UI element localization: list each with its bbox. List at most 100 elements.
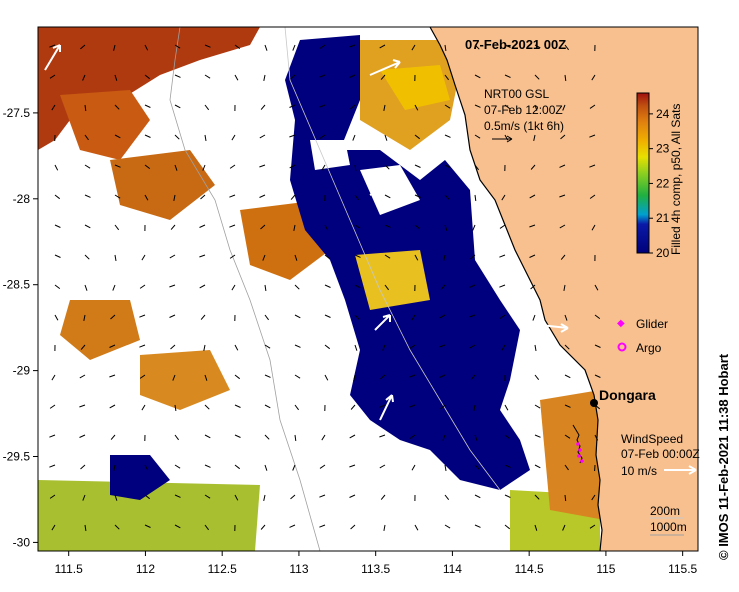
current-vector bbox=[474, 494, 481, 499]
current-vector bbox=[530, 164, 536, 170]
colorbar-tick-label: 22 bbox=[656, 176, 670, 190]
current-vector bbox=[204, 134, 207, 141]
x-tick-label: 112.5 bbox=[208, 562, 237, 576]
current-vector bbox=[469, 284, 476, 288]
current-vector bbox=[591, 224, 596, 231]
current-vector bbox=[231, 134, 236, 141]
current-vector bbox=[384, 134, 388, 141]
current-vector bbox=[294, 284, 300, 290]
current-vector bbox=[499, 254, 506, 258]
current-vector bbox=[51, 104, 56, 111]
current-vector bbox=[589, 524, 596, 529]
glider-track bbox=[572, 424, 584, 464]
current-vector bbox=[260, 104, 266, 110]
x-tick-label: 113 bbox=[289, 562, 308, 576]
current-vector bbox=[534, 434, 541, 438]
isobath-200m-label: 200m bbox=[650, 504, 680, 518]
current-vector bbox=[384, 224, 391, 228]
current-vector bbox=[234, 374, 241, 380]
current-vector bbox=[594, 434, 599, 441]
current-vector bbox=[439, 344, 446, 348]
current-vector bbox=[350, 524, 356, 530]
current-vector bbox=[141, 254, 146, 261]
current-vector bbox=[353, 374, 356, 382]
current-vector bbox=[349, 74, 356, 78]
wind-legend: WindSpeed 07-Feb 00:00Z 10 m/s bbox=[621, 432, 700, 478]
current-vector bbox=[534, 104, 538, 111]
current-vector bbox=[564, 404, 571, 408]
current-vector bbox=[84, 224, 91, 229]
current-vector bbox=[174, 524, 181, 529]
current-vector bbox=[439, 314, 446, 319]
current-vector bbox=[234, 464, 241, 470]
current-vector bbox=[114, 164, 121, 168]
current-vector bbox=[114, 134, 121, 139]
current-vector bbox=[264, 344, 271, 349]
current-vector bbox=[49, 494, 56, 499]
current-vector bbox=[82, 494, 86, 501]
current-vector bbox=[49, 74, 56, 79]
current-vector bbox=[144, 74, 151, 80]
current-vector bbox=[144, 524, 151, 528]
current-vector bbox=[534, 344, 537, 351]
current-vector bbox=[354, 164, 357, 171]
current-vector bbox=[414, 164, 421, 168]
current-vector bbox=[169, 284, 176, 288]
current-vector bbox=[290, 74, 296, 80]
current-vector bbox=[499, 314, 506, 319]
current-vector bbox=[319, 104, 326, 108]
current-vector bbox=[594, 284, 599, 291]
current-vector bbox=[204, 374, 208, 381]
y-tick-label: -29.5 bbox=[3, 450, 31, 464]
colorbar-label: Filled 4h comp, p50, All Sats bbox=[669, 104, 683, 255]
current-vector bbox=[203, 344, 206, 351]
current-vector bbox=[354, 224, 361, 229]
current-vector bbox=[292, 44, 296, 51]
current-scale-arrow bbox=[492, 135, 513, 143]
current-vector bbox=[380, 494, 386, 500]
current-vector bbox=[534, 494, 540, 500]
current-vector bbox=[349, 464, 356, 468]
current-vector bbox=[444, 164, 451, 169]
current-vector bbox=[199, 254, 206, 258]
current-vector bbox=[380, 74, 386, 80]
current-vector bbox=[563, 284, 566, 291]
current-vector bbox=[263, 494, 266, 502]
current-vector bbox=[564, 44, 569, 51]
current-legend: NRT00 GSL 07-Feb 12:00Z 0.5m/s (1kt 6h) bbox=[484, 87, 564, 143]
current-vector bbox=[144, 164, 151, 169]
current-vector bbox=[352, 134, 356, 141]
current-vector bbox=[354, 194, 359, 201]
current-vector bbox=[534, 464, 541, 469]
current-vector bbox=[204, 44, 211, 48]
current-vector bbox=[169, 314, 176, 318]
current-vector bbox=[234, 74, 239, 81]
wind-legend-time: 07-Feb 00:00Z bbox=[621, 447, 700, 461]
glider-symbol-icon: ◆ bbox=[617, 318, 625, 329]
current-vector bbox=[202, 164, 206, 171]
current-vector bbox=[112, 284, 116, 291]
current-vector bbox=[414, 134, 421, 140]
current-vector bbox=[294, 434, 297, 441]
current-vector bbox=[173, 194, 176, 201]
current-vector bbox=[439, 374, 446, 378]
current-vector bbox=[529, 224, 536, 228]
current-vector bbox=[474, 524, 481, 528]
current-vector bbox=[409, 344, 416, 349]
current-vector bbox=[260, 524, 266, 530]
current-vector bbox=[564, 434, 571, 439]
current-vector bbox=[379, 434, 386, 438]
current-vector bbox=[139, 344, 146, 348]
current-vector bbox=[384, 164, 390, 170]
current-vector bbox=[264, 464, 268, 471]
current-vector bbox=[474, 74, 481, 79]
current-vector bbox=[51, 524, 56, 531]
current-vector bbox=[444, 74, 449, 81]
x-axis: 111.5 112 112.5 113 113.5 114 114.5 115 115.5 bbox=[55, 551, 698, 576]
current-vector bbox=[350, 104, 356, 110]
glider-legend-label: Glider bbox=[636, 317, 668, 331]
current-legend-source: NRT00 GSL bbox=[484, 87, 549, 101]
current-vector bbox=[264, 44, 268, 51]
current-vector bbox=[294, 344, 301, 348]
current-vector bbox=[533, 134, 536, 142]
